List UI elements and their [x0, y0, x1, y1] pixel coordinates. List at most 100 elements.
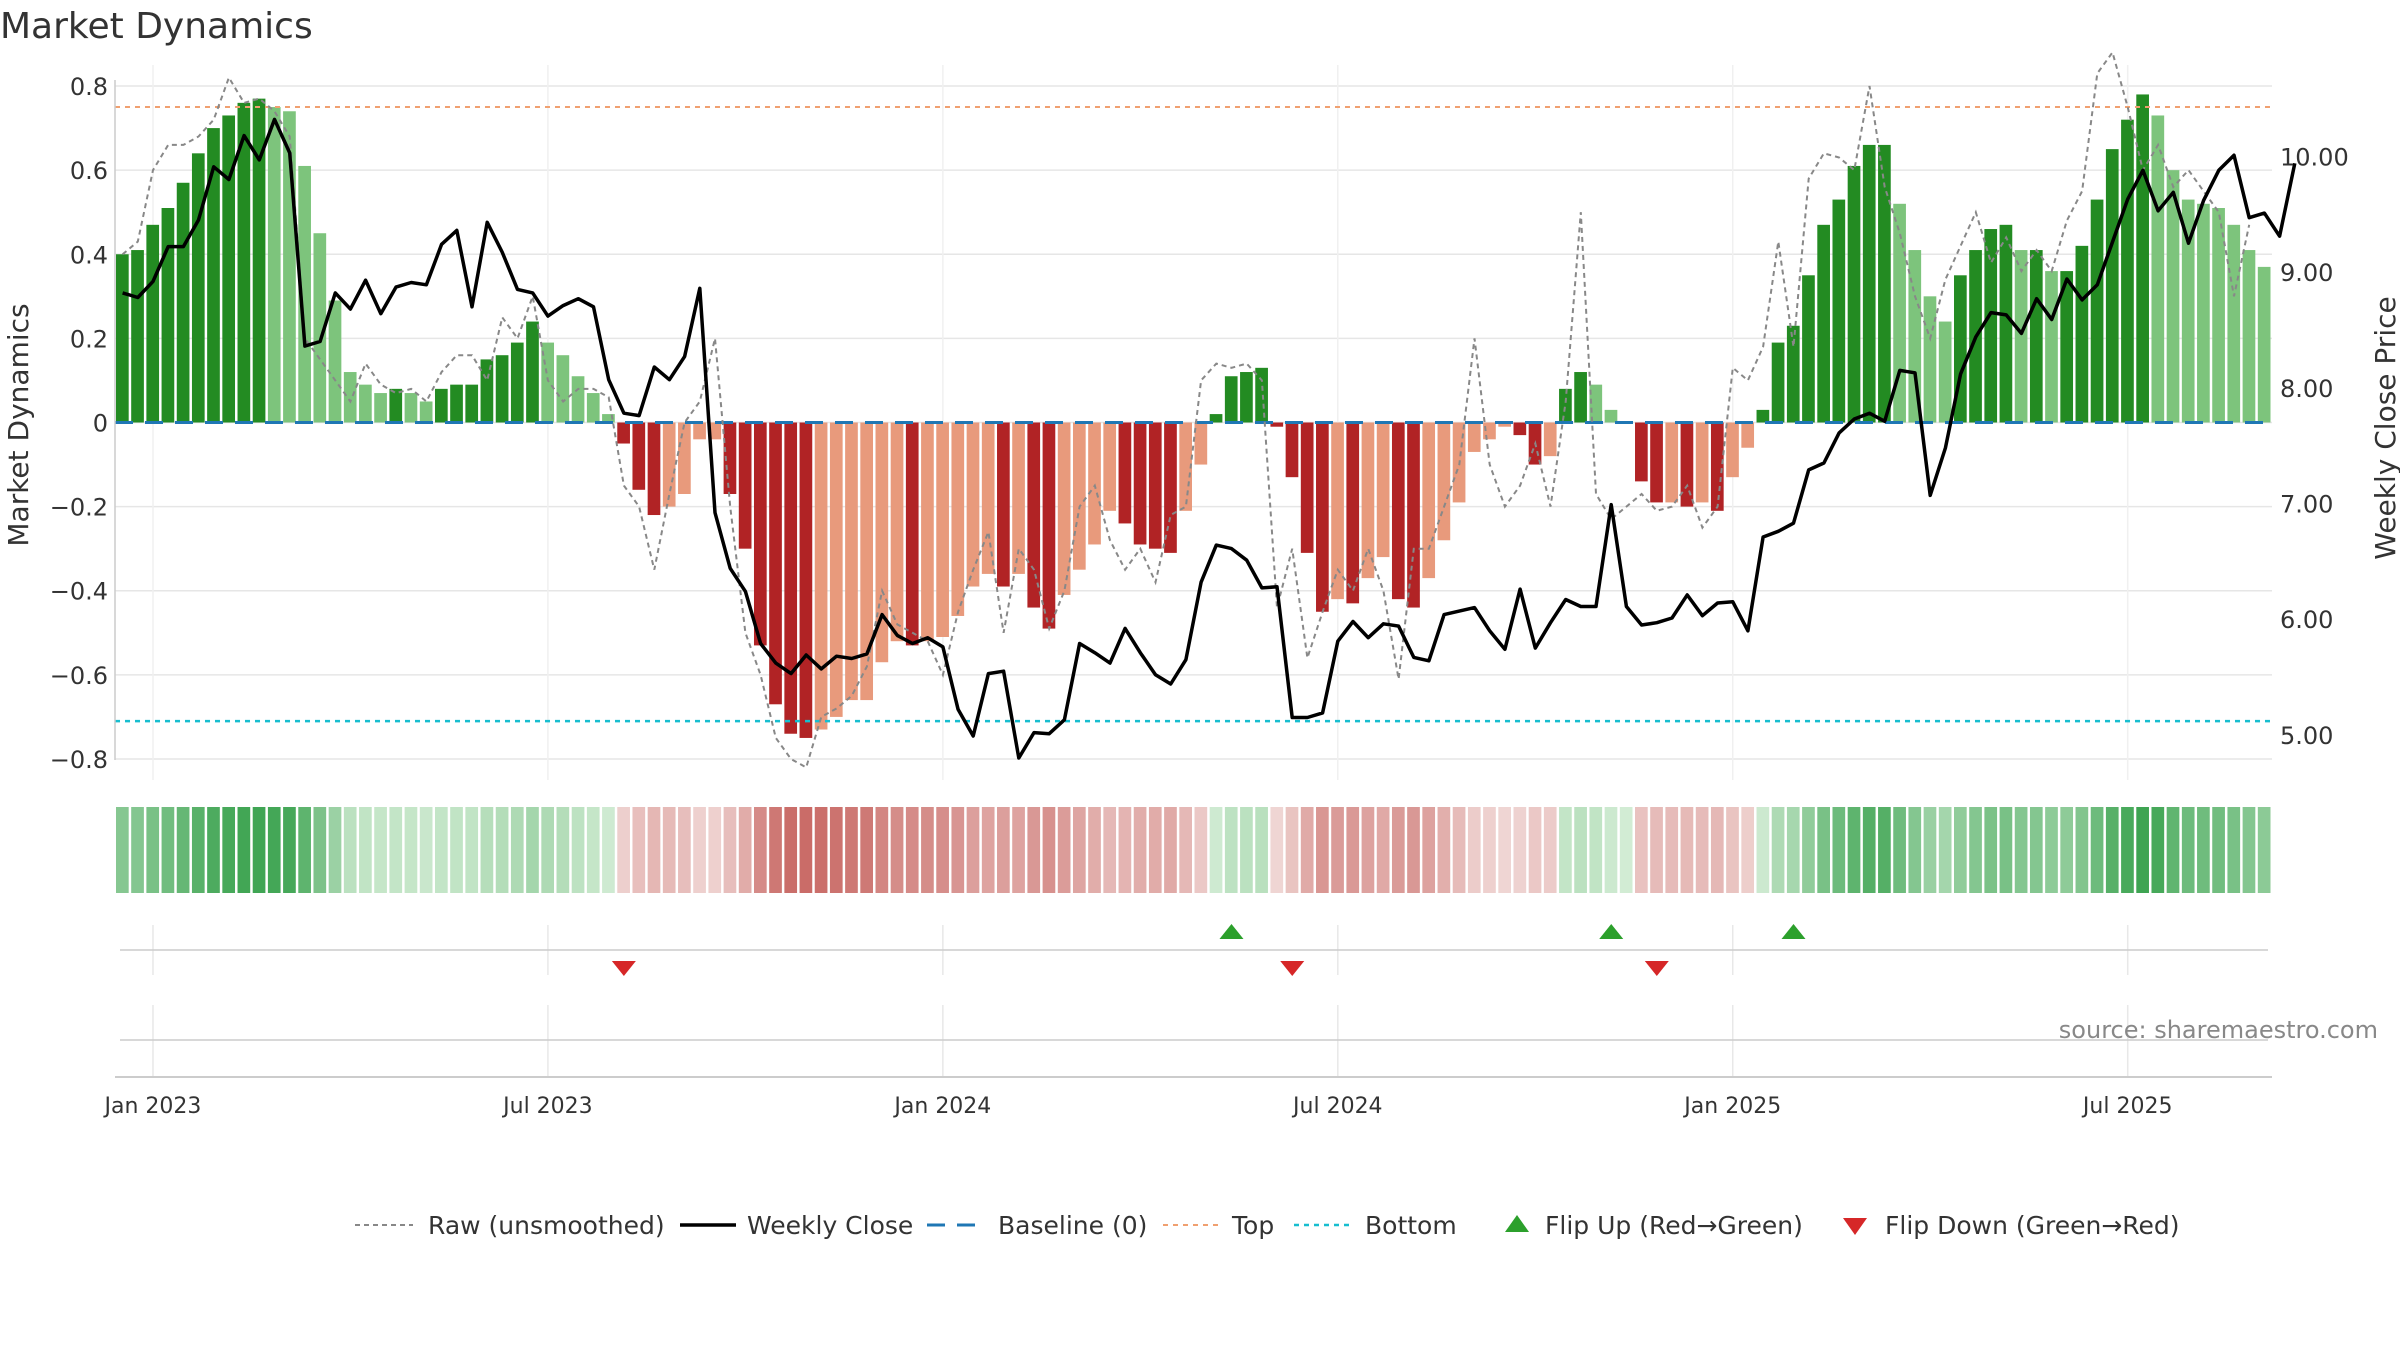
heat-cell: [617, 807, 630, 893]
dynamics-bar: [997, 422, 1010, 587]
legend-item-baseline: Baseline (0): [927, 1211, 1147, 1240]
heat-cell: [890, 807, 904, 893]
dynamics-bar: [1467, 422, 1481, 452]
dynamics-bar: [2136, 94, 2149, 423]
heat-cell: [1285, 807, 1299, 893]
dynamics-bar: [2242, 250, 2256, 423]
y-tick-label-right: 6.00: [2280, 606, 2333, 634]
heat-cell: [723, 807, 737, 893]
axes: 0.8 0.6 0.4 0.2 0 −0.2 −0.4 −0.6 −0.8 10.00 9.00 8.…: [2, 73, 2400, 774]
dynamics-bar: [1559, 388, 1572, 423]
heat-cell: [769, 807, 782, 893]
x-tick-label: Jan 2024: [892, 1094, 991, 1119]
heat-cell: [1832, 807, 1846, 893]
dynamics-bar: [1437, 422, 1451, 541]
heat-cell: [2151, 807, 2165, 893]
regime-heat-strip: [116, 807, 2271, 893]
heat-cell: [1604, 807, 1618, 893]
dynamics-bar: [1938, 321, 1952, 423]
heat-cell: [936, 807, 949, 893]
heat-cell: [374, 807, 387, 893]
heat-cell: [1346, 807, 1360, 893]
dynamics-bar: [753, 422, 767, 646]
y-tick-label-right: 10.00: [2280, 143, 2349, 171]
heat-cell: [753, 807, 767, 893]
dynamics-bar: [738, 422, 752, 549]
heat-cell: [1164, 807, 1177, 893]
dynamics-bar: [1984, 229, 1998, 423]
dynamics-bar: [814, 422, 828, 730]
heat-cell: [2257, 807, 2271, 893]
dynamics-bar: [586, 393, 600, 423]
dynamics-bar: [1923, 296, 1937, 423]
heat-cell: [1908, 807, 1922, 893]
heat-cell: [176, 807, 190, 893]
dynamics-bar: [1574, 372, 1587, 423]
dynamics-bar: [1878, 144, 1891, 423]
dynamics-bar: [510, 342, 524, 423]
heat-cell: [1391, 807, 1405, 893]
heat-cell: [1103, 807, 1117, 893]
source-label: source: sharemaestro.com: [2059, 1016, 2378, 1044]
heat-cell: [1209, 807, 1223, 893]
dynamics-bar: [2014, 250, 2028, 423]
heat-cell: [1316, 807, 1329, 893]
heat-cell: [116, 807, 129, 893]
dynamics-bar: [1179, 422, 1192, 511]
weekly-close-line: [122, 117, 2297, 760]
heat-cell: [632, 807, 646, 893]
heat-cell: [2029, 807, 2043, 893]
heat-cell: [799, 807, 813, 893]
heat-cell: [905, 807, 919, 893]
dynamics-bar: [404, 393, 418, 423]
heat-cell: [1878, 807, 1891, 893]
dynamics-bar: [784, 422, 798, 734]
dynamics-bar: [1862, 144, 1876, 423]
dynamics-bar: [1741, 422, 1755, 448]
dynamics-bar: [176, 182, 190, 423]
dynamics-bar: [480, 359, 494, 423]
heat-cell: [556, 807, 570, 893]
dynamics-bar: [1786, 325, 1800, 423]
chart-title: Market Dynamics: [0, 6, 313, 47]
series-lines: [121, 50, 2297, 769]
flip-up-marker: [1219, 924, 1244, 939]
x-tick-label: Jan 2023: [103, 1094, 202, 1119]
legend-label: Baseline (0): [998, 1211, 1147, 1240]
dynamics-bar: [769, 422, 782, 705]
dynamics-bar: [343, 372, 357, 423]
dynamics-bar: [359, 384, 372, 423]
x-tick-label: Jul 2023: [501, 1094, 593, 1119]
heat-cell: [2060, 807, 2074, 893]
dynamics-bar: [1027, 422, 1041, 608]
heat-cell: [1042, 807, 1056, 893]
heat-cell: [2045, 807, 2058, 893]
dynamics-bar: [1695, 422, 1709, 503]
dynamics-bar: [1771, 342, 1785, 423]
heat-cell: [1893, 807, 1906, 893]
dynamics-bar: [966, 422, 980, 587]
dynamics-bar: [116, 254, 129, 423]
dynamics-bar: [2090, 199, 2104, 423]
dynamics-bar: [465, 384, 479, 423]
dynamics-bar: [2121, 119, 2134, 423]
heat-cell: [1862, 807, 1876, 893]
heat-cell: [1954, 807, 1967, 893]
heat-cell: [997, 807, 1010, 893]
dynamics-bar: [1133, 422, 1147, 545]
dynamics-bar: [1331, 422, 1344, 600]
y-tick-label-left: 0.4: [70, 241, 108, 269]
heat-cell: [738, 807, 752, 893]
dynamics-bar: [2212, 208, 2225, 423]
dynamics-bar: [1589, 384, 1603, 423]
dynamics-bar: [1680, 422, 1694, 507]
heat-cell: [678, 807, 691, 893]
legend-label: Bottom: [1365, 1211, 1457, 1240]
dynamics-bar: [1316, 422, 1329, 612]
dynamics-bar: [890, 422, 904, 642]
heat-cell: [1771, 807, 1785, 893]
legend-label: Flip Down (Green→Red): [1885, 1211, 2180, 1240]
y-tick-label-left: −0.2: [50, 494, 108, 522]
heat-cell: [647, 807, 661, 893]
